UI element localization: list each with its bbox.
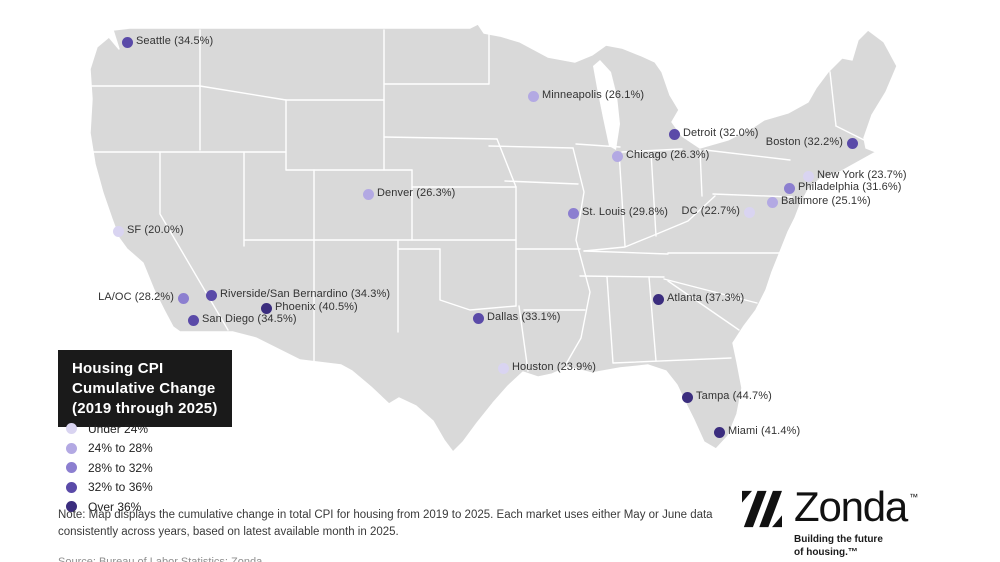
legend-color-dot — [66, 442, 77, 454]
city-label: LA/OC (28.2%) — [98, 291, 174, 303]
city-label: Riverside/San Bernardino (34.3%) — [220, 288, 391, 300]
legend-item-label: Under 24% — [88, 421, 149, 436]
legend-item-2: 28% to 32% — [66, 458, 153, 478]
brand-wordmark: Zonda ™ — [794, 486, 918, 528]
city-dot — [362, 188, 374, 200]
city-dot — [472, 312, 484, 324]
city-dot — [177, 292, 189, 304]
legend-items: Under 24% 24% to 28% 28% to 32% 32% to 36% O… — [66, 419, 153, 517]
brand-tagline-line2: of housing.™ — [794, 547, 858, 558]
city-label: Baltimore (25.1%) — [781, 195, 871, 207]
legend-item-0: Under 24% — [66, 419, 153, 439]
city-dot — [743, 206, 755, 218]
city-label: Detroit (32.0%) — [683, 127, 759, 139]
city-label: Boston (32.2%) — [765, 136, 843, 148]
city-label: San Diego (34.5%) — [202, 313, 297, 325]
city-dot — [121, 36, 133, 48]
city-dot — [497, 362, 509, 374]
city-dot — [766, 196, 778, 208]
city-label: Houston (23.9%) — [512, 361, 597, 373]
legend-item-1: 24% to 28% — [66, 439, 153, 459]
city-dot — [652, 293, 664, 305]
city-dot — [846, 137, 858, 149]
city-label: Chicago (26.3%) — [626, 149, 710, 161]
city-dot — [205, 289, 217, 301]
city-label: Miami (41.4%) — [728, 425, 801, 437]
legend-title-line3: (2019 through 2025) — [72, 399, 218, 417]
source-note: Source: Bureau of Labor Statistics; Zond… — [58, 556, 263, 562]
legend-color-dot — [66, 462, 77, 474]
brand-name: Zonda — [794, 483, 908, 530]
city-dot — [668, 128, 680, 140]
city-label: Phoenix (40.5%) — [275, 301, 358, 313]
city-label: Atlanta (37.3%) — [667, 292, 745, 304]
city-dot — [802, 170, 814, 182]
city-dot — [187, 314, 199, 326]
legend-item-label: 28% to 32% — [88, 460, 153, 475]
legend-item-4: Over 36% — [66, 497, 153, 517]
city-dot — [611, 150, 623, 162]
city-dot — [713, 426, 725, 438]
legend-title-line2: Cumulative Change — [72, 379, 216, 397]
city-label: New York (23.7%) — [817, 169, 907, 181]
legend-title-line1: Housing CPI — [72, 360, 164, 377]
city-label: Philadelphia (31.6%) — [798, 181, 902, 193]
brand-tagline-line1: Building the future — [794, 534, 883, 545]
city-dot — [681, 391, 693, 403]
city-label: Dallas (33.1%) — [487, 311, 561, 323]
legend-item-label: Over 36% — [88, 499, 142, 514]
legend-color-dot — [66, 423, 77, 435]
city-label: St. Louis (29.8%) — [582, 206, 669, 218]
legend-item-3: 32% to 36% — [66, 478, 153, 498]
city-dot — [783, 182, 795, 194]
city-label: DC (22.7%) — [681, 205, 740, 217]
legend-title-box: Housing CPI Cumulative Change (2019 thro… — [58, 350, 232, 428]
city-label: Seattle (34.5%) — [136, 35, 214, 47]
city-dot — [260, 302, 272, 314]
footnote: Note: Map displays the cumulative change… — [58, 509, 713, 539]
city-label: Tampa (44.7%) — [696, 390, 772, 402]
legend-item-label: 24% to 28% — [88, 441, 153, 456]
state-borders — [91, 29, 865, 372]
legend-item-label: 32% to 36% — [88, 480, 153, 495]
city-dot — [527, 90, 539, 102]
city-label: Minneapolis (26.1%) — [542, 89, 645, 101]
legend-color-dot — [66, 501, 77, 513]
city-label: SF (20.0%) — [127, 224, 184, 236]
city-label: Denver (26.3%) — [377, 187, 456, 199]
city-dot — [112, 225, 124, 237]
trademark-symbol: ™ — [909, 492, 919, 502]
brand-tagline: Building the future of housing.™ — [794, 533, 918, 559]
legend-color-dot — [66, 481, 77, 493]
zonda-logo-icon — [742, 490, 782, 528]
city-dot — [567, 207, 579, 219]
brand-block: Zonda ™ Building the future of housing.™ — [742, 486, 918, 559]
lake-michigan — [593, 60, 620, 150]
